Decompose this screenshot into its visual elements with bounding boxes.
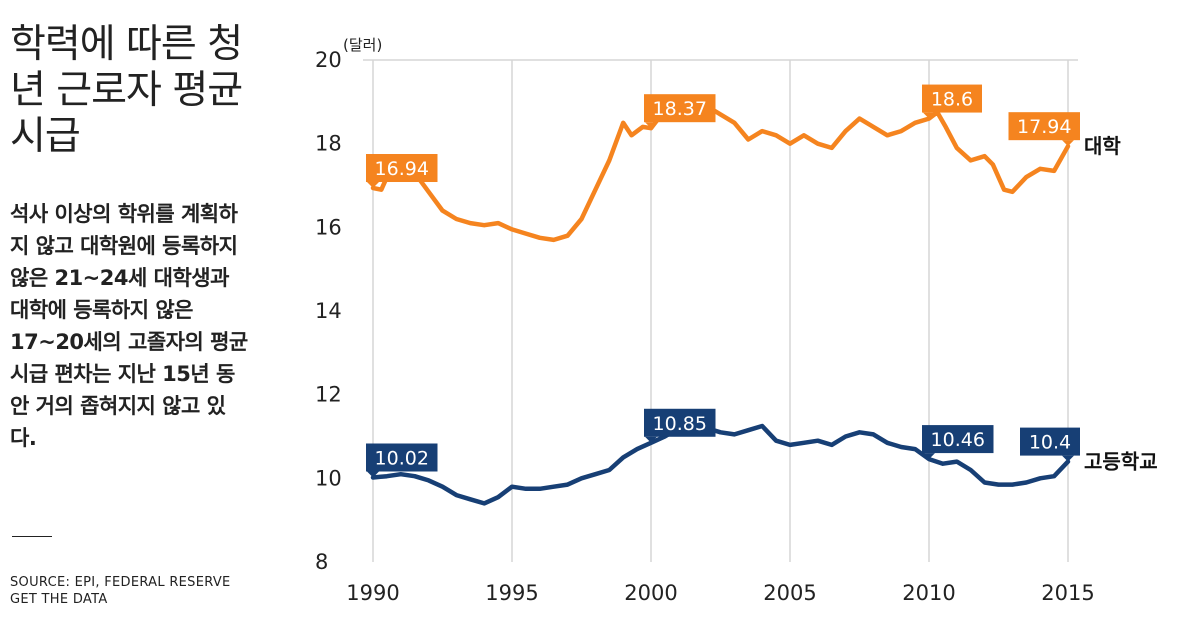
x-tick-label: 1995 [485, 581, 538, 605]
line-chart: 8 10 12 14 16 18 20(달러) 1990 1995 2000 2005 2010 20… [315, 36, 1158, 605]
x-tick-label: 2000 [624, 581, 677, 605]
y-tick-label: 12 [315, 383, 342, 407]
series-line [370, 95, 1071, 243]
y-axis: 8 10 12 14 16 18 20(달러) [315, 36, 382, 574]
value-callout-box [644, 408, 716, 437]
value-callout-pointer [1062, 455, 1074, 462]
divider [12, 536, 52, 537]
y-unit-label: (달러) [343, 36, 382, 54]
value-callout-label: 18.6 [931, 89, 973, 111]
value-callout-label: 10.46 [931, 429, 985, 451]
value-callout-label: 18.37 [653, 98, 707, 120]
y-tick-label: 10 [315, 466, 342, 490]
value-callout-label: 10.4 [1029, 432, 1071, 454]
value-callout-pointer [1062, 140, 1074, 147]
chart-grid [363, 59, 1078, 562]
value-callout-box [1020, 427, 1080, 456]
series-label: 고등학교 [1084, 450, 1158, 474]
y-tick-label: 14 [315, 299, 342, 323]
source-note: SOURCE: EPI, FEDERAL RESERVE GET THE DAT… [10, 575, 231, 607]
x-tick-label: 2015 [1041, 581, 1094, 605]
x-tick-label: 1990 [346, 581, 399, 605]
value-callout-box [922, 84, 982, 113]
y-tick-label: 16 [315, 215, 342, 239]
value-callout-pointer [645, 122, 657, 129]
value-callout-box [922, 425, 994, 454]
value-callout-box [366, 443, 438, 472]
value-callout-label: 16.94 [375, 158, 429, 180]
value-callout-box [1008, 112, 1080, 141]
series-label: 대학 [1084, 134, 1121, 158]
value-callout-label: 17.94 [1017, 116, 1071, 138]
value-callout-box [366, 154, 438, 183]
value-callout-label: 10.85 [653, 413, 707, 435]
value-callout-pointer [923, 453, 935, 460]
x-tick-label: 2005 [763, 581, 816, 605]
y-tick-label: 8 [315, 550, 328, 574]
x-tick-label: 2010 [902, 581, 955, 605]
page-title: 학력에 따른 청년 근로자 평균 시급 [10, 22, 243, 159]
left-panel: 학력에 따른 청년 근로자 평균 시급 석사 이상의 학위를 계획하지 않고 대… [0, 0, 250, 625]
y-tick-label: 20 [315, 48, 342, 72]
value-callout-pointer [923, 112, 935, 119]
value-callout-pointer [367, 471, 379, 478]
y-tick-label: 18 [315, 132, 342, 156]
chart-description: 석사 이상의 학위를 계획하지 않고 대학원에 등록하지 않은 21~24세 대… [10, 202, 248, 450]
value-callout-pointer [645, 436, 657, 443]
chart-annotations: 16.94 18.37 18.6 17.94 10.02 10.85 10.46 10.4 [366, 84, 1080, 478]
value-callout-pointer [367, 182, 379, 189]
value-callout-box [644, 94, 716, 123]
value-callout-label: 10.02 [375, 447, 429, 469]
series-line [370, 423, 1071, 506]
x-axis: 1990 1995 2000 2005 2010 2015 [346, 581, 1094, 605]
